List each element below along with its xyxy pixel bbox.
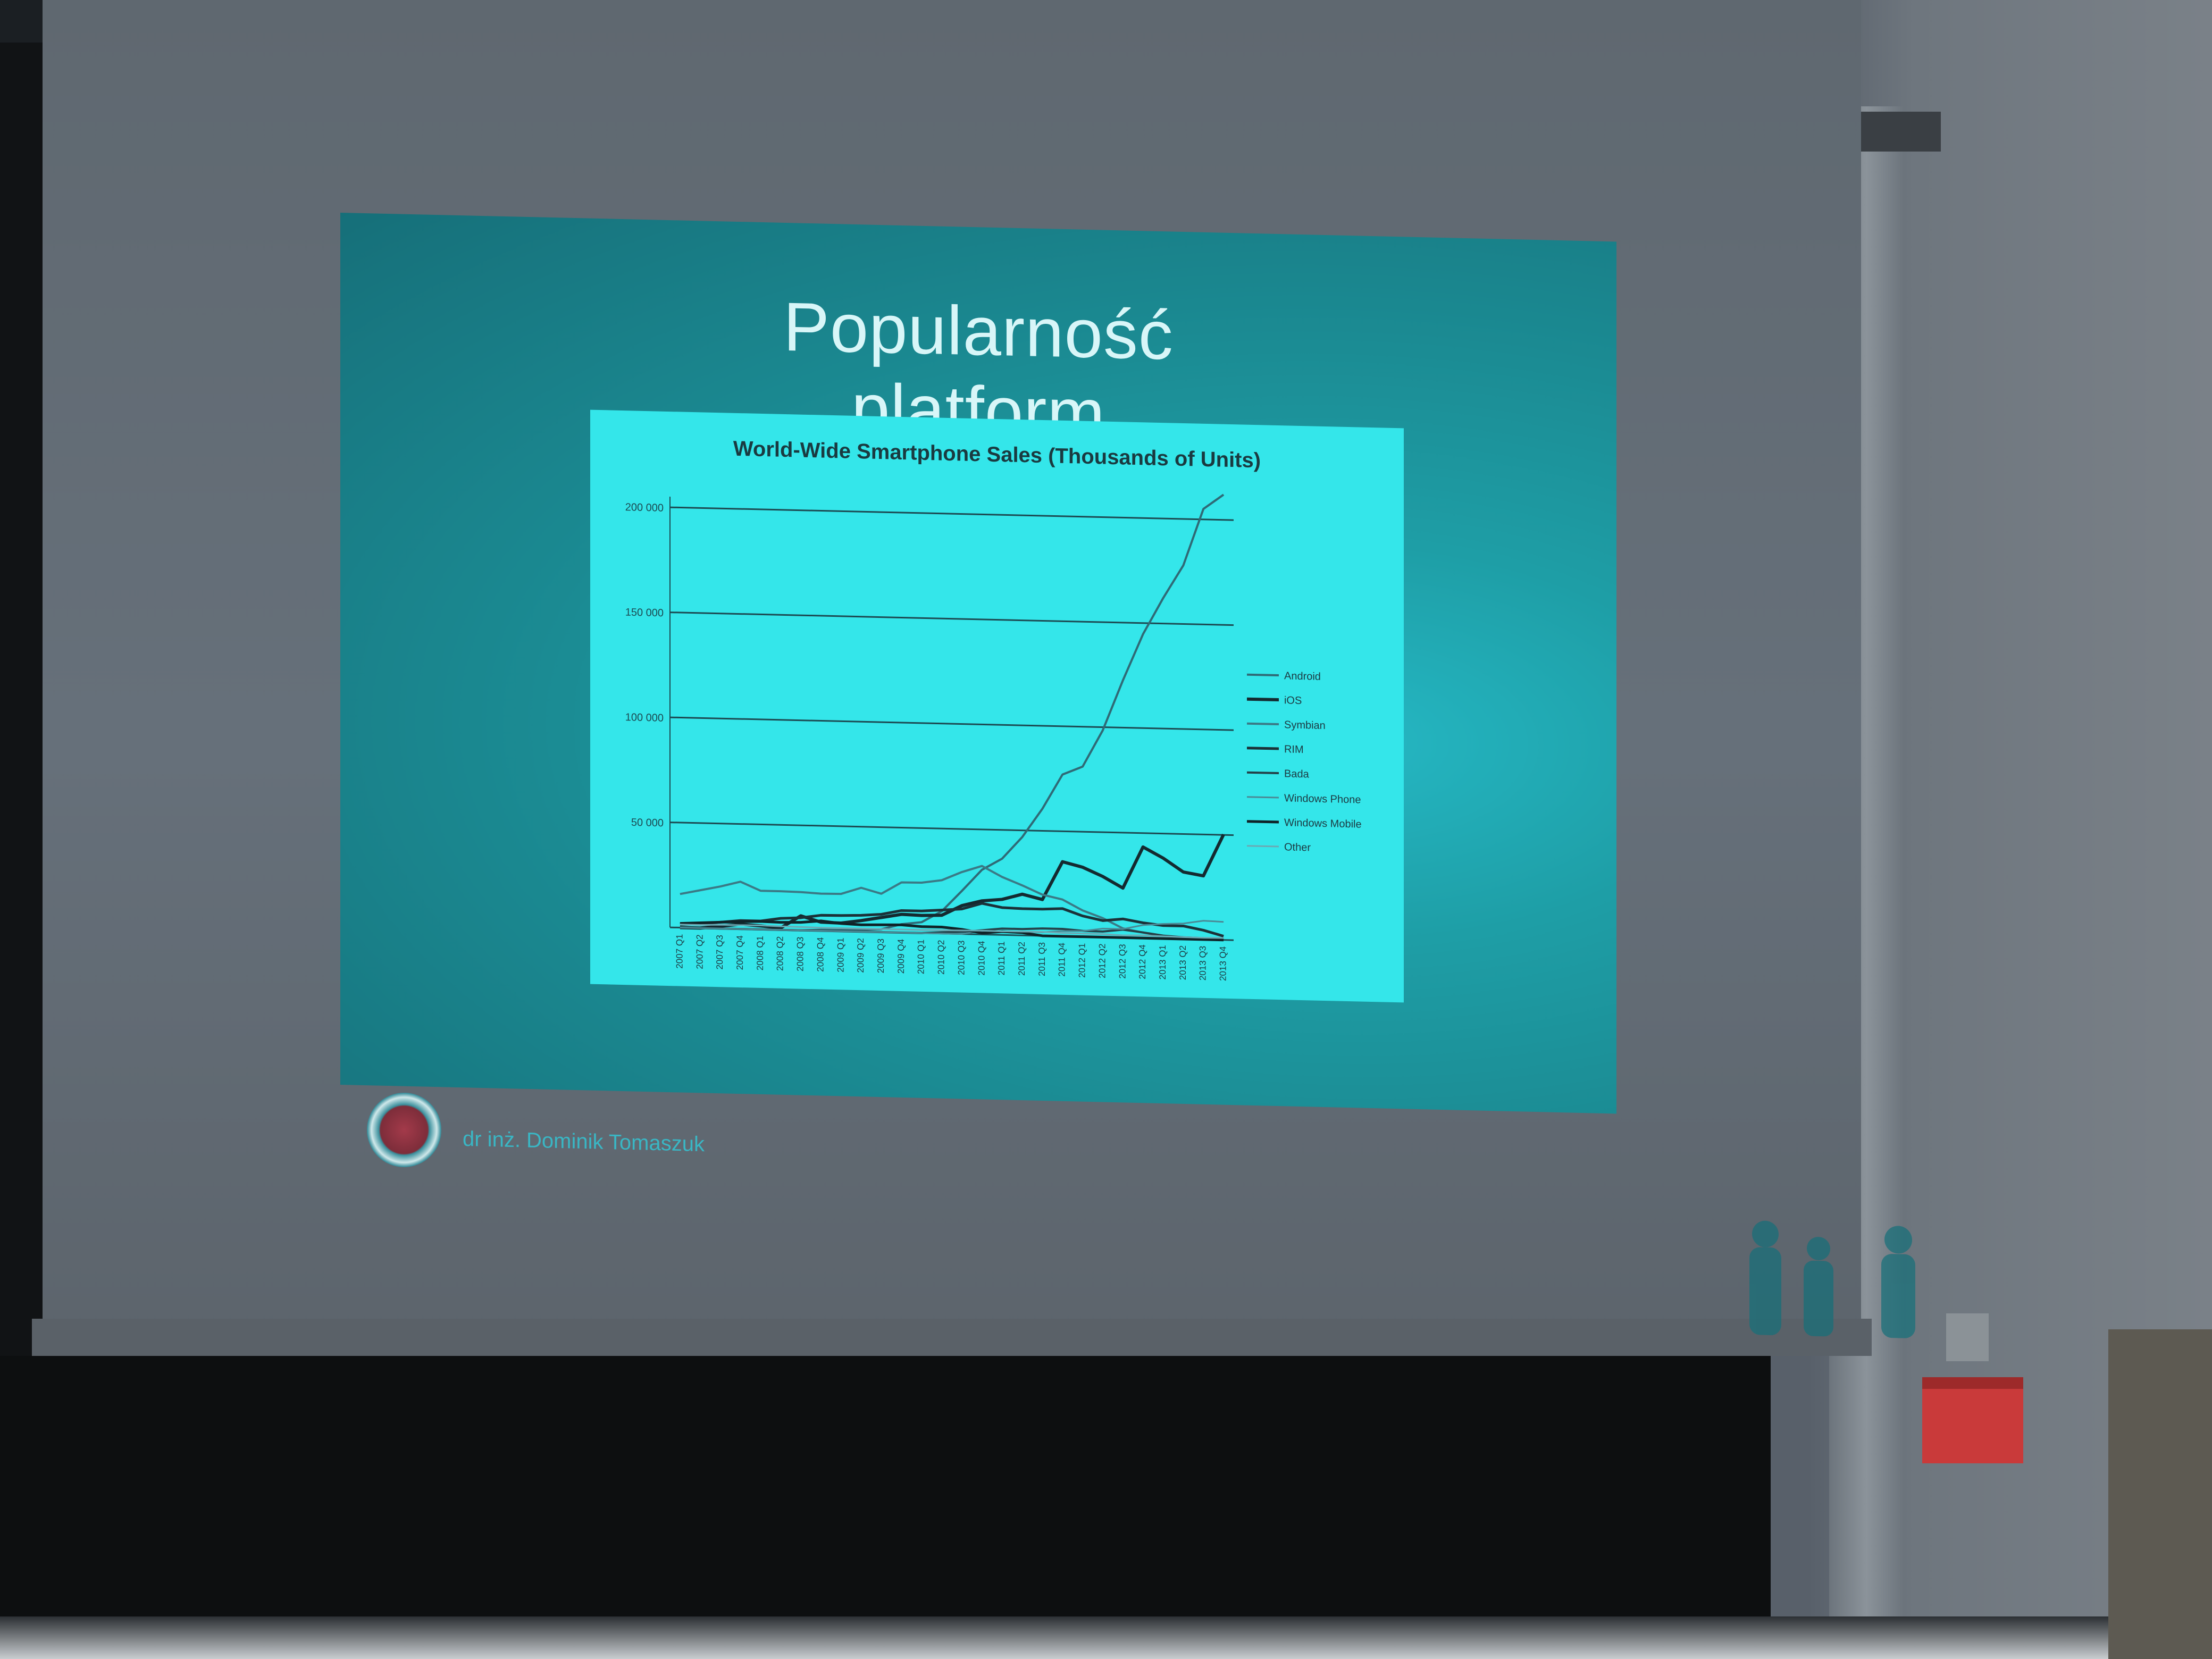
x-tick-label: 2013 Q1: [1158, 945, 1168, 980]
x-tick-label: 2008 Q3: [795, 936, 806, 971]
wall-switch: [1946, 1313, 1989, 1361]
series-line-rim: [680, 902, 1224, 937]
x-tick-label: 2013 Q3: [1198, 946, 1208, 981]
electrical-sign: [1922, 1377, 2023, 1463]
legend-label: Bada: [1284, 768, 1310, 780]
gridline: [670, 506, 1234, 521]
series-line-android: [680, 493, 1225, 932]
x-tick-label: 2009 Q2: [856, 938, 866, 973]
series-line-windows-phone: [680, 920, 1224, 935]
x-tick-label: 2011 Q2: [1017, 942, 1027, 976]
x-tick-label: 2008 Q2: [775, 936, 785, 971]
legend-label: Windows Phone: [1284, 792, 1361, 806]
x-tick-label: 2010 Q3: [956, 940, 966, 975]
legend-swatch: [1247, 747, 1279, 750]
x-tick-label: 2011 Q4: [1057, 943, 1067, 977]
legend-swatch: [1247, 796, 1279, 799]
y-tick-label: 50 000: [631, 817, 664, 829]
x-tick-label: 2007 Q2: [694, 934, 705, 969]
legend-label: Symbian: [1284, 719, 1326, 732]
y-tick-label: 100 000: [625, 711, 664, 724]
blackboard-lower: [0, 1356, 1771, 1622]
legend-label: Android: [1284, 670, 1321, 683]
legend-swatch: [1247, 845, 1279, 848]
x-tick-label: 2010 Q2: [936, 940, 946, 975]
gridline: [670, 611, 1234, 626]
x-tick-label: 2011 Q3: [1037, 942, 1047, 976]
floor-strip: [0, 1616, 2212, 1659]
legend-label: iOS: [1284, 694, 1302, 707]
x-tick-label: 2010 Q1: [916, 940, 926, 975]
x-tick-label: 2009 Q1: [835, 937, 845, 973]
legend-label: Other: [1284, 841, 1311, 853]
series-line-other: [680, 924, 1224, 939]
university-seal: [367, 1093, 441, 1167]
x-tick-label: 2012 Q3: [1117, 944, 1127, 979]
x-tick-label: 2008 Q4: [815, 937, 825, 972]
screen-bottom-bar: [32, 1319, 1872, 1356]
line-chart: World-Wide Smartphone Sales (Thousands o…: [625, 437, 1362, 981]
y-tick-label: 200 000: [625, 501, 664, 514]
presentation-slide: Popularność platform World-Wide Smartpho…: [340, 213, 1915, 1338]
x-tick-label: 2007 Q4: [735, 935, 745, 970]
gridline: [670, 822, 1234, 836]
series-line-windows-mobile: [680, 919, 1224, 942]
x-tick-label: 2010 Q4: [976, 941, 986, 976]
gridline: [670, 716, 1234, 731]
door-frame: [2108, 1329, 2212, 1659]
x-tick-label: 2011 Q1: [996, 941, 1007, 975]
x-tick-label: 2007 Q1: [674, 934, 684, 969]
x-tick-label: 2013 Q4: [1218, 946, 1228, 981]
legend-label: RIM: [1284, 743, 1304, 756]
legend-label: Windows Mobile: [1284, 817, 1362, 830]
x-tick-label: 2009 Q4: [896, 939, 906, 974]
legend-swatch: [1247, 697, 1279, 702]
x-tick-label: 2009 Q3: [876, 939, 886, 974]
y-tick-label: 150 000: [625, 607, 664, 619]
x-tick-label: 2008 Q1: [755, 936, 765, 971]
x-tick-label: 2007 Q3: [715, 935, 725, 970]
people-silhouettes: [1749, 1220, 1915, 1338]
x-tick-label: 2012 Q4: [1137, 944, 1147, 979]
x-tick-label: 2012 Q1: [1077, 943, 1087, 978]
x-tick-label: 2013 Q2: [1178, 945, 1188, 981]
chart-panel: World-Wide Smartphone Sales (Thousands o…: [590, 409, 1404, 1003]
x-tick-label: 2012 Q2: [1097, 943, 1107, 978]
chart-title: World-Wide Smartphone Sales (Thousands o…: [733, 437, 1261, 473]
